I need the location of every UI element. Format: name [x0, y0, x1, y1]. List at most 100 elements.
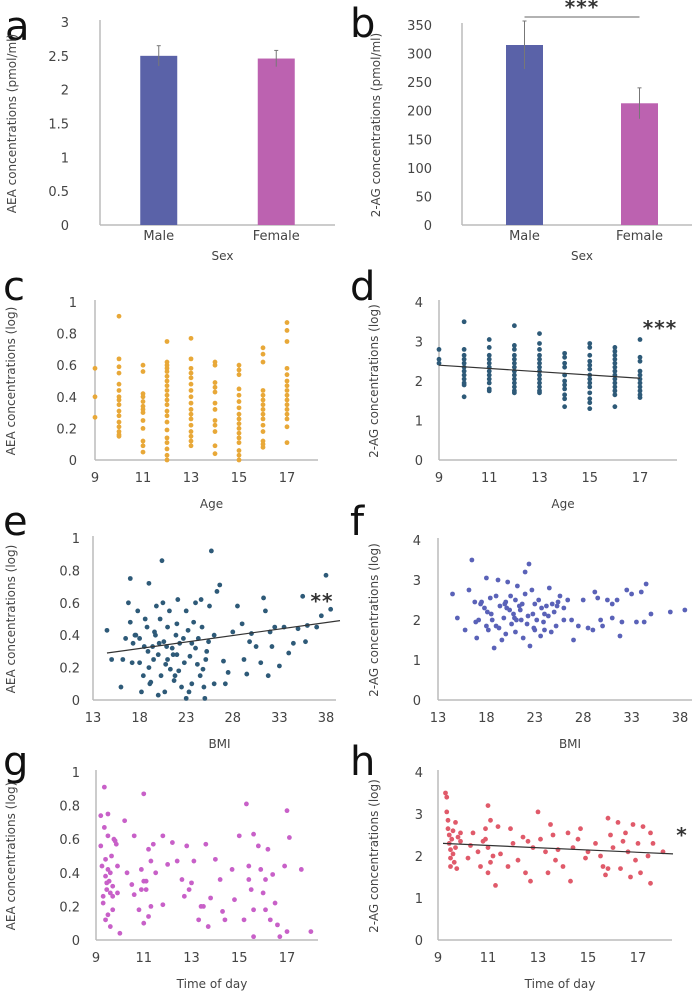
data-point: [532, 601, 538, 607]
data-point: [448, 864, 453, 869]
panel-label: e: [3, 499, 28, 545]
data-point: [140, 438, 146, 444]
data-point: [188, 429, 194, 434]
data-point: [236, 440, 242, 446]
data-point: [323, 572, 329, 578]
data-point: [187, 653, 193, 659]
data-point: [201, 684, 207, 690]
data-point: [485, 870, 491, 876]
data-point: [275, 922, 280, 928]
data-point: [450, 591, 455, 597]
data-point: [277, 934, 283, 940]
data-point: [528, 878, 533, 884]
data-point: [637, 384, 643, 390]
data-point: [453, 845, 458, 850]
data-point: [212, 422, 218, 428]
data-point: [610, 845, 616, 850]
data-point: [600, 864, 606, 869]
y-tick-label: 0.2: [56, 422, 77, 437]
data-point: [510, 841, 516, 846]
data-point: [189, 681, 195, 687]
data-point: [461, 356, 467, 362]
data-point: [300, 593, 306, 599]
data-point: [587, 400, 593, 406]
data-point: [580, 597, 586, 603]
data-point: [483, 826, 488, 832]
data-point: [587, 406, 593, 412]
data-point: [562, 378, 568, 384]
data-point: [620, 838, 626, 844]
y-tick-label: 2: [415, 850, 423, 865]
x-tick-label: 38: [318, 711, 335, 726]
data-point: [486, 368, 492, 374]
data-point: [585, 625, 591, 631]
data-point: [188, 370, 194, 376]
data-point: [139, 689, 144, 695]
data-point: [222, 681, 228, 687]
data-point: [537, 376, 542, 382]
data-point: [612, 376, 618, 382]
data-point: [265, 673, 271, 679]
data-point: [587, 341, 593, 346]
data-point: [212, 451, 218, 457]
data-point: [133, 632, 139, 638]
data-point: [199, 624, 205, 630]
data-point: [546, 585, 552, 591]
data-point: [501, 615, 507, 621]
data-point: [175, 597, 181, 602]
data-point: [486, 356, 492, 362]
data-point: [617, 633, 623, 639]
y-tick-label: 0: [415, 934, 423, 949]
data-point: [587, 380, 593, 386]
data-point: [148, 858, 154, 864]
data-point: [483, 836, 488, 842]
data-point: [461, 319, 467, 325]
data-point: [682, 607, 688, 613]
y-axis-label: 2-AG concentrations (log): [367, 304, 381, 458]
data-point: [461, 352, 467, 358]
data-point: [212, 443, 218, 449]
data-point: [116, 388, 122, 393]
data-point: [298, 867, 304, 872]
data-point: [161, 639, 167, 645]
data-point: [109, 853, 114, 859]
data-point: [232, 897, 237, 903]
data-point: [578, 826, 583, 832]
data-point: [263, 877, 268, 882]
data-point: [140, 418, 146, 423]
x-tick-label: Female: [253, 229, 300, 244]
data-point: [251, 831, 256, 837]
data-point: [450, 851, 456, 857]
y-tick-label: 0.8: [59, 800, 80, 815]
x-tick-label: 17: [279, 471, 296, 486]
data-point: [217, 582, 223, 588]
data-point: [504, 605, 510, 611]
data-point: [505, 579, 511, 585]
trend-line: [438, 364, 641, 379]
x-tick-label: 11: [135, 471, 152, 486]
trend-line: [106, 620, 341, 654]
data-point: [284, 383, 290, 389]
y-tick-label: 2: [413, 614, 421, 629]
data-point: [446, 832, 452, 838]
data-point: [116, 397, 122, 403]
data-point: [260, 345, 266, 351]
data-point: [188, 356, 194, 362]
data-point: [618, 866, 623, 871]
data-point: [290, 640, 296, 646]
data-point: [236, 452, 242, 458]
data-point: [212, 418, 218, 423]
data-point: [260, 351, 266, 357]
data-point: [165, 657, 170, 662]
panel-label: c: [3, 264, 25, 310]
bar: [506, 45, 543, 225]
y-tick-label: 300: [407, 48, 432, 63]
y-tick-label: 0.2: [59, 900, 80, 915]
data-point: [615, 820, 621, 825]
data-point: [185, 627, 191, 633]
data-point: [624, 587, 630, 593]
data-point: [211, 681, 217, 687]
x-tick-label: 17: [632, 471, 649, 486]
data-point: [105, 867, 111, 872]
x-axis-label: Time of day: [176, 977, 248, 991]
